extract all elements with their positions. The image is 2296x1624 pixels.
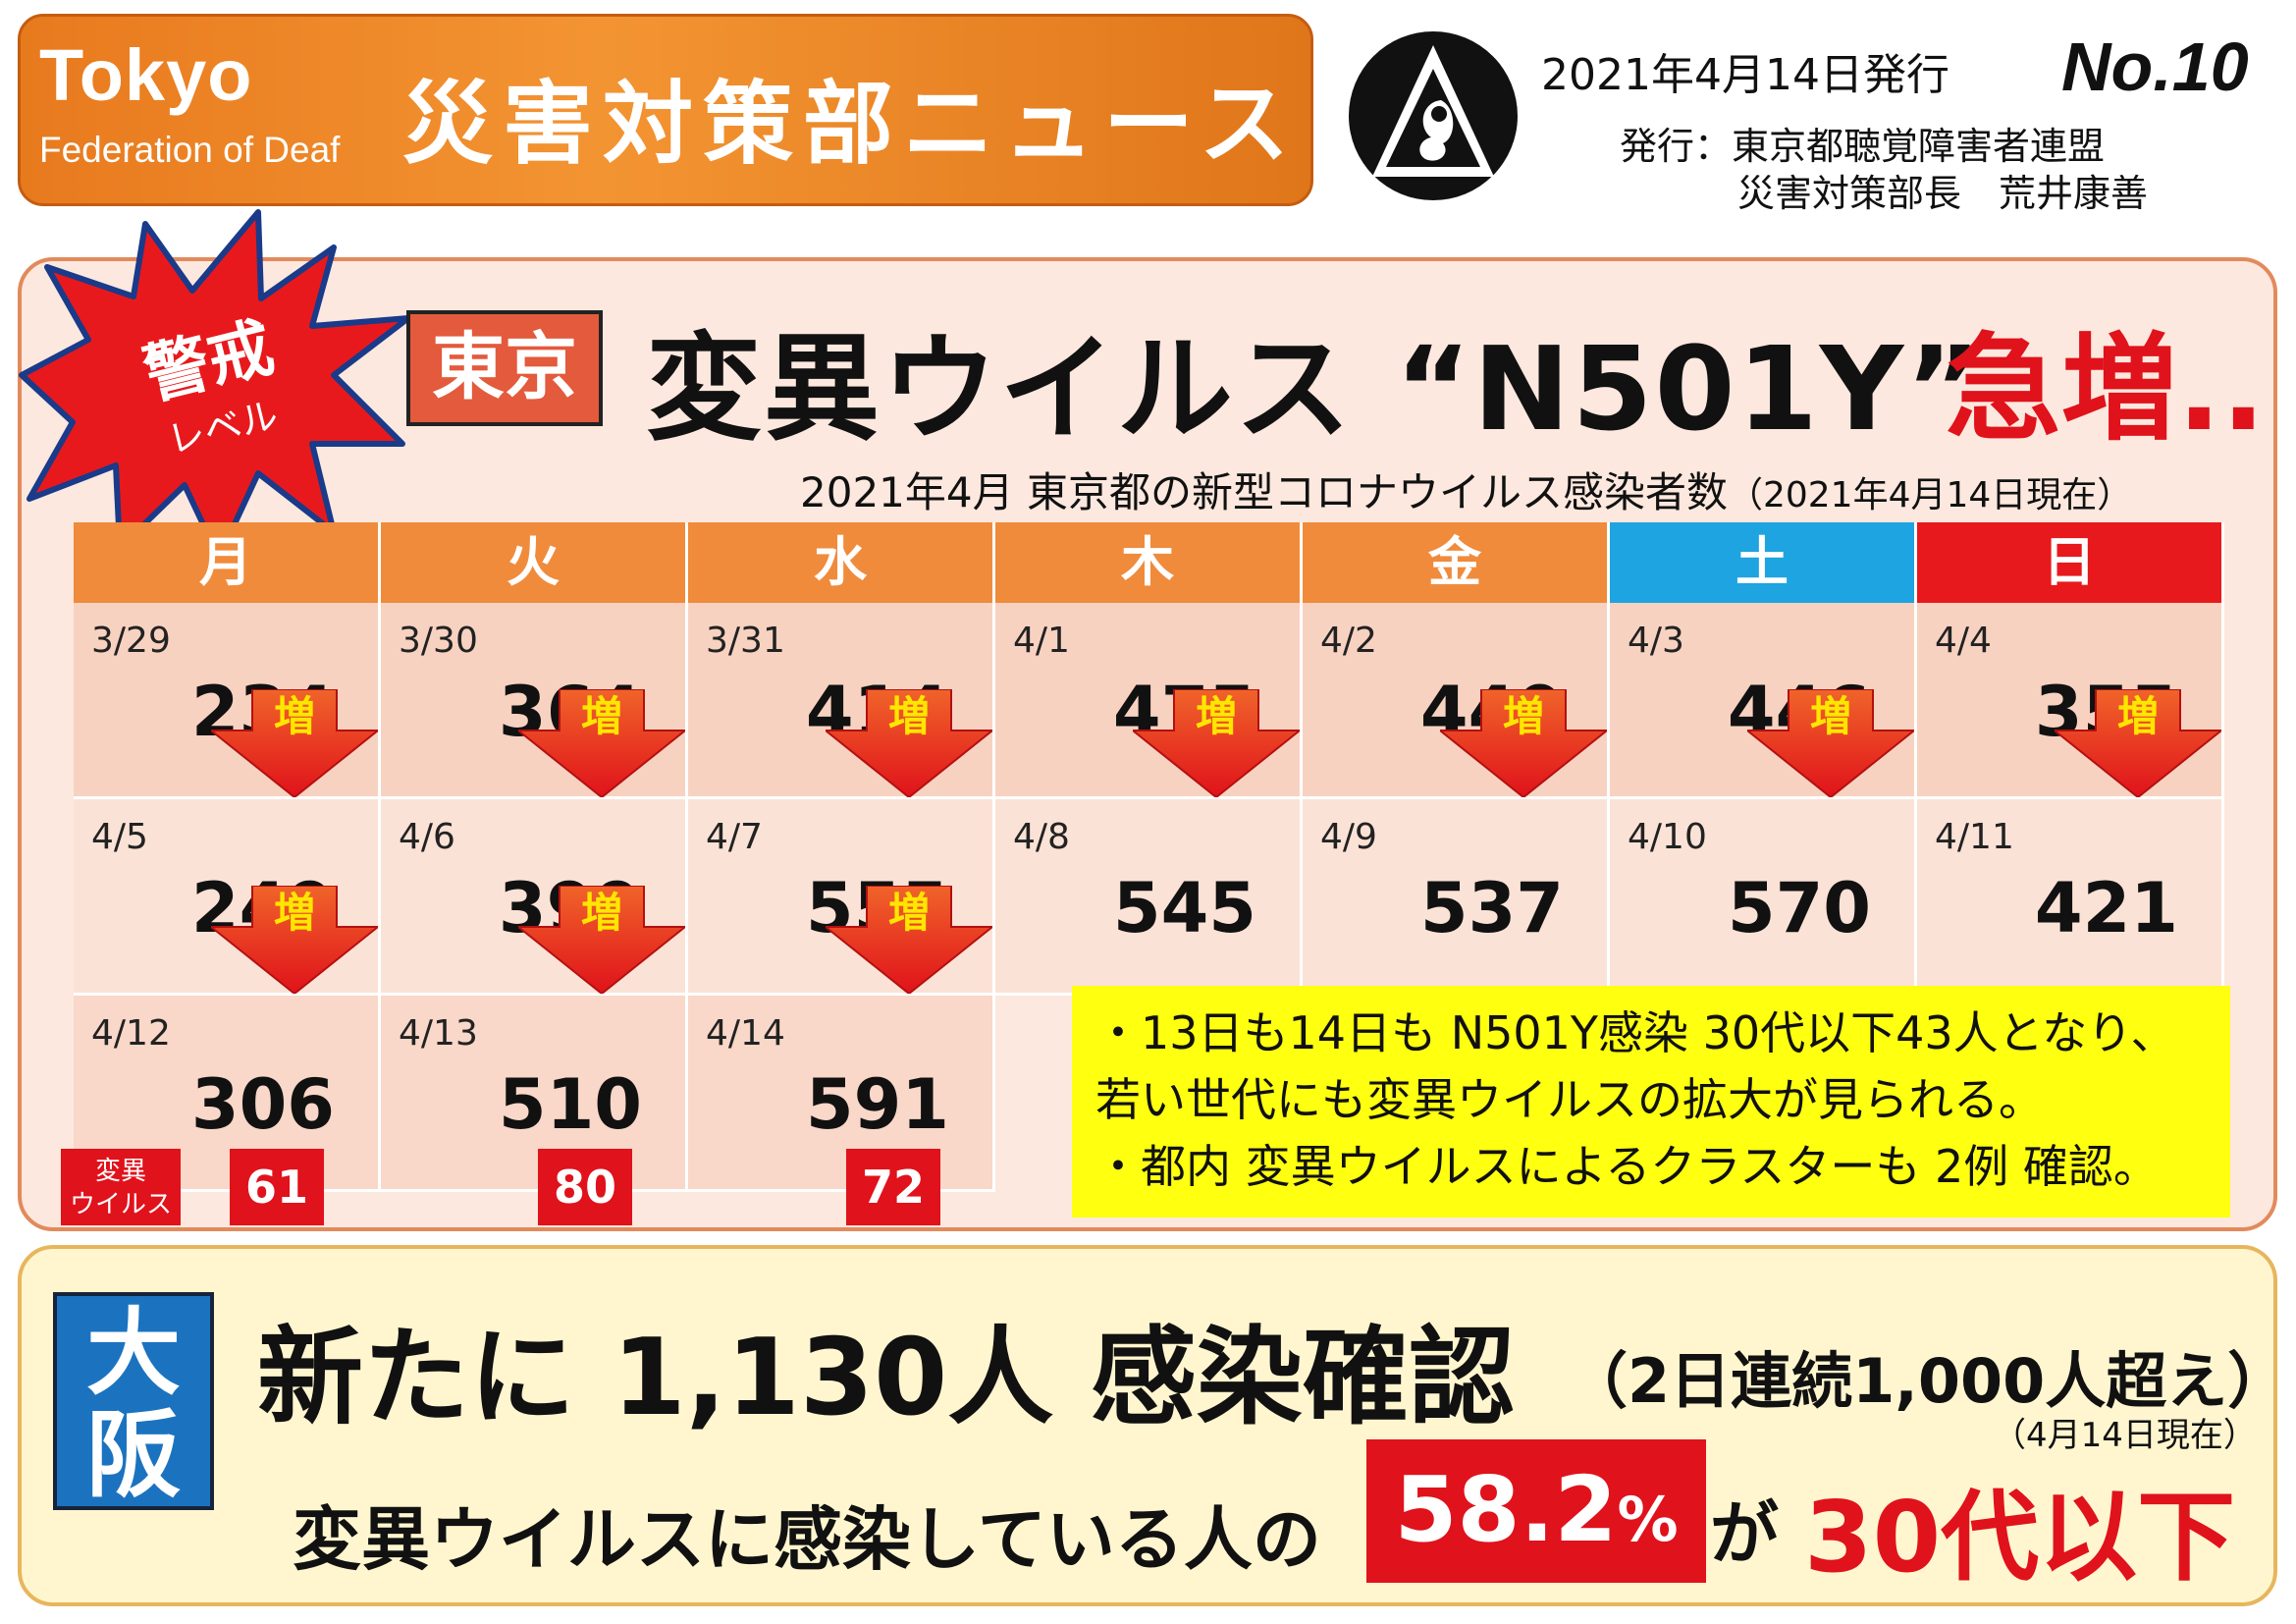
cell-date: 4/14	[706, 1013, 785, 1054]
cell-date: 4/5	[91, 817, 148, 857]
cell-date: 4/1	[1013, 621, 1070, 661]
day-header: 木	[995, 522, 1303, 603]
org-name: Tokyo	[39, 34, 253, 116]
increase-label: 増	[273, 692, 315, 740]
cell-date: 4/9	[1320, 817, 1377, 857]
cell-case-count: 421	[2034, 868, 2178, 948]
variant-count-box: 80	[538, 1149, 632, 1225]
variant-percent: 58.2%	[1366, 1457, 1706, 1562]
day-header: 日	[1917, 522, 2224, 603]
cell-date: 3/31	[706, 621, 785, 661]
cell-date: 4/4	[1935, 621, 1992, 661]
alert-burst: 警戒 レベル	[19, 209, 410, 561]
cell-date: 3/30	[399, 621, 478, 661]
cell-case-count: 570	[1727, 868, 1871, 948]
increase-arrow-icon: 増	[518, 689, 685, 797]
day-cell: 4/8 545	[995, 799, 1303, 996]
particle-text: が	[1710, 1493, 1779, 1574]
cell-date: 4/2	[1320, 621, 1377, 661]
increase-arrow-icon: 増	[518, 886, 685, 994]
age-group: 30代以下	[1804, 1480, 2236, 1595]
variant-count-box: 61	[230, 1149, 324, 1225]
increase-arrow-icon: 増	[826, 689, 992, 797]
increase-arrow-icon: 増	[211, 689, 378, 797]
increase-arrow-icon: 増	[1133, 689, 1300, 797]
day-cell: 4/13 510	[381, 996, 688, 1192]
day-cell: 4/14 591	[688, 996, 995, 1192]
increase-label: 増	[580, 889, 622, 937]
increase-arrow-icon: 増	[1440, 689, 1607, 797]
day-header: 金	[1303, 522, 1610, 603]
day-cell: 4/9 537	[1303, 799, 1610, 996]
tokyo-headline-emphasis: 急増..	[1946, 321, 2266, 457]
cell-case-count: 591	[805, 1064, 949, 1145]
cell-case-count: 306	[190, 1064, 335, 1145]
osaka-as-of: （4月14日現在）	[1993, 1416, 2257, 1455]
increase-label: 増	[1809, 692, 1851, 740]
note-line: ・13日も14日も N501Y感染 30代以下43人となり、	[1095, 1006, 2176, 1059]
cell-date: 4/10	[1628, 817, 1707, 857]
variant-count-box: 72	[846, 1149, 940, 1225]
note-line: ・都内 変異ウイルスによるクラスターも 2例 確認。	[1095, 1140, 2159, 1193]
variant-label-line2: ウイルス	[69, 1190, 172, 1219]
variant-label-line1: 変異	[94, 1157, 146, 1186]
osaka-panel	[18, 1245, 2277, 1606]
osaka-badge: 大 阪	[53, 1292, 214, 1510]
increase-arrow-icon: 増	[826, 886, 992, 994]
news-title: 災害対策部ニュース	[402, 72, 1300, 177]
federation-logo-icon	[1349, 31, 1518, 200]
increase-arrow-icon: 増	[1747, 689, 1914, 797]
percent-sign: %	[1617, 1484, 1679, 1555]
cell-case-count: 537	[1419, 868, 1564, 948]
cell-date: 4/3	[1628, 621, 1684, 661]
day-header: 土	[1610, 522, 1917, 603]
publisher-head: 災害対策部長 荒井康善	[1737, 172, 2149, 215]
note-box: ・13日も14日も N501Y感染 30代以下43人となり、 若い世代にも変異ウ…	[1072, 986, 2230, 1218]
increase-label: 増	[580, 692, 622, 740]
osaka-badge-char: 阪	[86, 1400, 181, 1510]
tokyo-badge: 東京	[406, 310, 603, 426]
increase-label: 増	[1502, 692, 1544, 740]
tokyo-headline: 変異ウイルス “N501Y”	[646, 321, 1984, 457]
percent-highlight	[1366, 1439, 1706, 1583]
day-cell: 4/11 421	[1917, 799, 2224, 996]
percent-value: 58.2	[1394, 1457, 1618, 1562]
cell-case-count: 545	[1112, 868, 1256, 948]
osaka-headline: 新たに 1,130人 感染確認	[257, 1317, 1515, 1439]
increase-arrow-icon: 増	[2055, 689, 2221, 797]
osaka-variant-text: 変異ウイルスに感染している人の	[293, 1499, 1321, 1580]
table-caption: 2021年4月 東京都の新型コロナウイルス感染者数（2021年4月14日現在）	[800, 460, 2132, 519]
day-header: 月	[74, 522, 381, 603]
increase-arrow-icon: 増	[211, 886, 378, 994]
issue-number: No.10	[2061, 28, 2249, 105]
caption-main: 2021年4月 東京都の新型コロナウイルス感染者数	[800, 468, 1728, 516]
cell-date: 4/8	[1013, 817, 1070, 857]
cell-date: 3/29	[91, 621, 171, 661]
cell-date: 4/6	[399, 817, 455, 857]
cell-date: 4/7	[706, 817, 763, 857]
day-header: 水	[688, 522, 995, 603]
cell-date: 4/12	[91, 1013, 171, 1054]
increase-label: 増	[2116, 692, 2159, 740]
publisher: 発行：東京都聴覚障害者連盟	[1620, 125, 2106, 168]
note-line: 若い世代にも変異ウイルスの拡大が見られる。	[1095, 1073, 2044, 1126]
increase-label: 増	[887, 889, 930, 937]
day-cell: 4/10 570	[1610, 799, 1917, 996]
increase-label: 増	[887, 692, 930, 740]
osaka-badge-char: 大	[86, 1298, 181, 1408]
caption-note: （2021年4月14日現在）	[1727, 475, 2133, 515]
header-banner	[18, 14, 1313, 206]
cell-case-count: 510	[498, 1064, 642, 1145]
increase-label: 増	[273, 889, 315, 937]
cell-date: 4/13	[399, 1013, 478, 1054]
cell-date: 4/11	[1935, 817, 2014, 857]
increase-label: 増	[1195, 692, 1237, 740]
variant-label: 変異 ウイルス	[61, 1149, 181, 1225]
case-calendar: 月火水木金土日3/292343/303643/314144/14754/2440…	[74, 522, 2225, 1192]
org-subtitle: Federation of Deaf	[39, 130, 341, 170]
issue-date: 2021年4月14日発行	[1541, 50, 1949, 100]
day-header: 火	[381, 522, 688, 603]
osaka-headline-note: （2日連続1,000人超え）	[1567, 1345, 2289, 1417]
